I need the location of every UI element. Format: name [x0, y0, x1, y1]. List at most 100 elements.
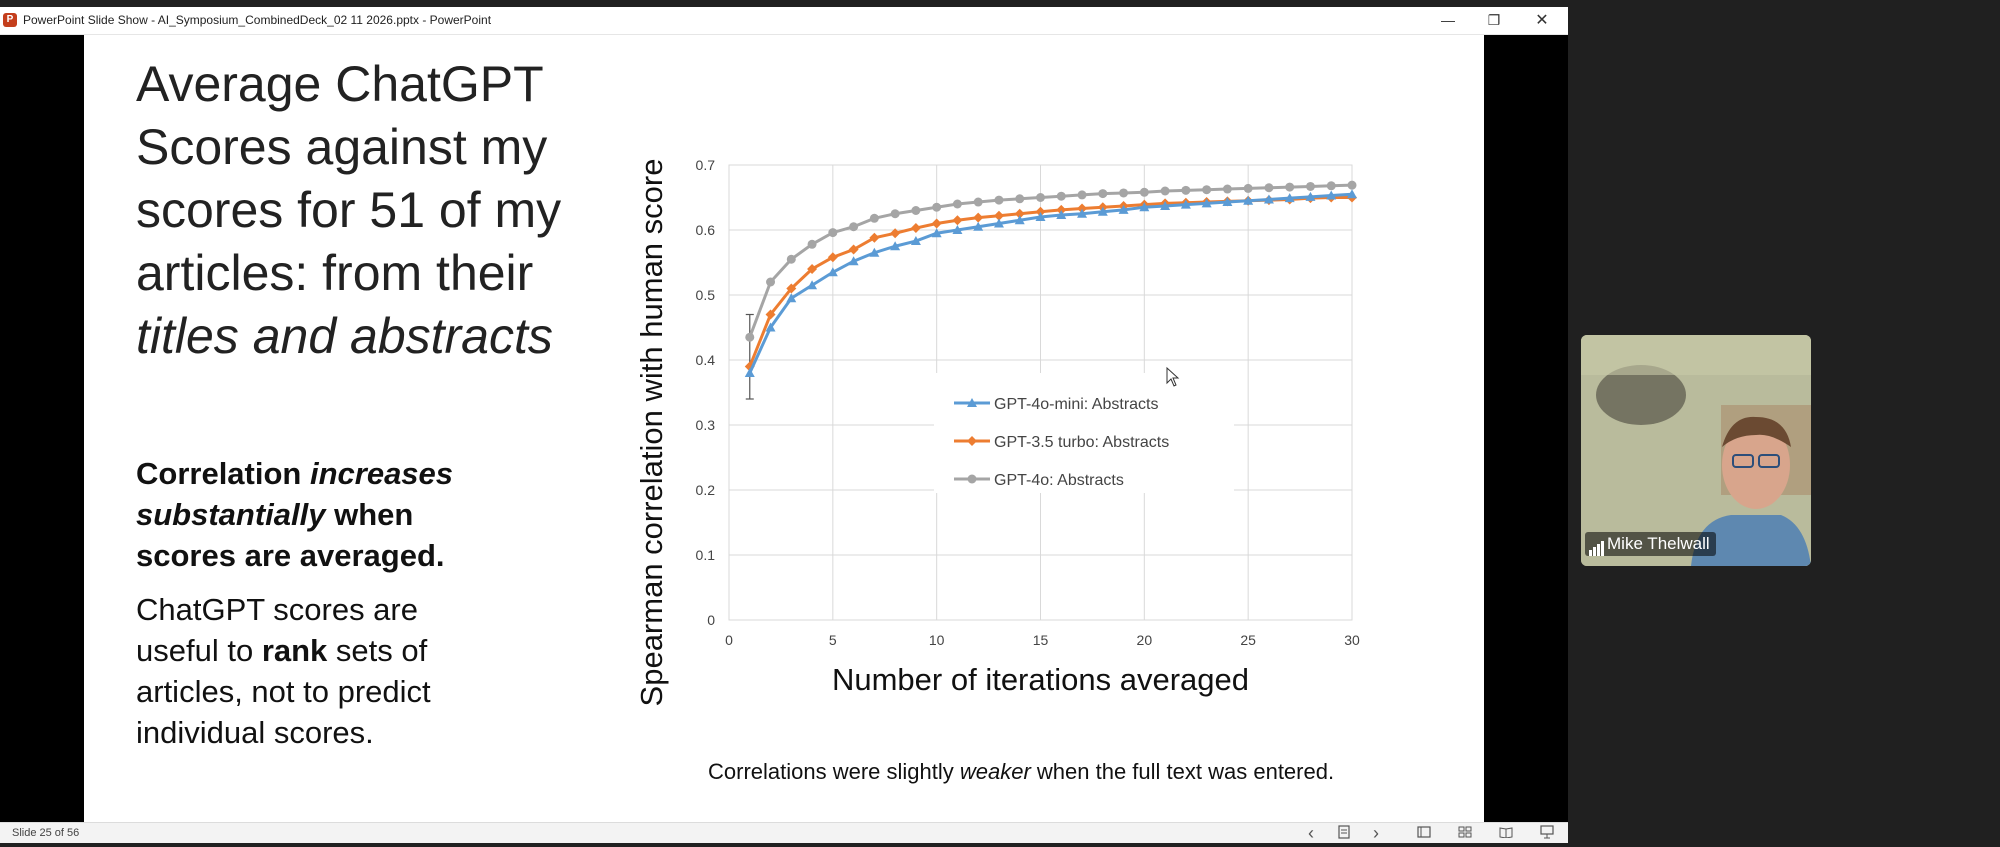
data-point: [1036, 193, 1045, 202]
legend-marker: [967, 436, 977, 446]
ranking-note: ChatGPT scores are useful to rank sets o…: [136, 592, 431, 750]
data-point: [1056, 204, 1067, 215]
data-point: [807, 239, 817, 249]
y-tick-label: 0.2: [696, 482, 716, 498]
x-tick-label: 15: [1033, 632, 1049, 648]
normal-view-icon[interactable]: [1415, 825, 1433, 841]
legend-label: GPT-4o: Abstracts: [994, 472, 1124, 489]
data-point: [973, 221, 984, 231]
data-point: [786, 254, 796, 264]
participant-name: Mike Thelwall: [1607, 534, 1710, 553]
line-chart: 0 0.1 0.2 0.3 0.4 0.5 0.6 0.7 0 5 10 15 20 25 30 Number…: [634, 157, 1360, 707]
data-point: [766, 277, 776, 287]
minimize-button[interactable]: —: [1441, 12, 1455, 28]
next-slide-icon[interactable]: ›: [1373, 823, 1379, 843]
data-point: [910, 223, 921, 234]
data-point: [1015, 194, 1025, 204]
data-point: [869, 247, 880, 257]
y-axis-title: Spearman correlation with human score: [634, 159, 669, 707]
data-point: [1305, 181, 1315, 191]
data-point: [890, 241, 901, 251]
data-point: [911, 206, 921, 215]
data-point: [1263, 194, 1274, 204]
data-point: [973, 197, 983, 207]
data-point: [1347, 189, 1357, 199]
data-point: [1097, 206, 1108, 216]
slideshow-view-icon[interactable]: [1538, 825, 1556, 841]
y-tick-label: 0.4: [696, 352, 716, 368]
data-point: [1180, 199, 1191, 209]
legend-marker: [967, 398, 977, 407]
data-point: [952, 215, 963, 226]
data-point: [1243, 183, 1253, 193]
mouse-cursor-icon: [1166, 366, 1180, 387]
powerpoint-logo-icon: P: [3, 13, 17, 27]
data-point: [1326, 181, 1336, 191]
data-point: [1077, 208, 1088, 218]
data-point: [931, 218, 942, 229]
data-point: [1264, 183, 1274, 193]
legend-label: GPT-3.5 turbo: Abstracts: [994, 434, 1169, 451]
legend-label: GPT-4o-mini: Abstracts: [994, 396, 1159, 413]
x-axis-title: Number of iterations averaged: [832, 662, 1249, 697]
data-point: [848, 256, 859, 266]
y-tick-label: 0.1: [696, 547, 716, 563]
participant-video[interactable]: Mike Thelwall: [1581, 335, 1811, 566]
data-point: [1035, 206, 1046, 217]
slide[interactable]: Average ChatGPT Scores against my scores…: [84, 35, 1484, 822]
reading-view-icon[interactable]: [1497, 825, 1515, 841]
legend-marker: [967, 474, 977, 484]
data-point: [1285, 182, 1295, 192]
slideshow-stage: Average ChatGPT Scores against my scores…: [0, 35, 1568, 822]
data-point: [910, 236, 921, 246]
full-text-note: Correlations were slightly weaker when t…: [708, 759, 1335, 784]
data-point: [849, 222, 859, 232]
close-button[interactable]: ✕: [1535, 12, 1549, 29]
data-point: [848, 244, 859, 255]
data-point: [1284, 193, 1295, 203]
data-point: [994, 195, 1004, 205]
x-tick-label: 10: [929, 632, 945, 648]
data-point: [1222, 184, 1232, 194]
data-point: [1347, 180, 1357, 190]
slide-menu-icon[interactable]: [1335, 825, 1353, 841]
data-point: [828, 228, 838, 238]
x-tick-label: 25: [1240, 632, 1256, 648]
previous-slide-icon[interactable]: ‹: [1308, 823, 1314, 843]
data-point: [973, 212, 984, 223]
data-point: [1139, 187, 1149, 197]
data-point: [890, 228, 901, 239]
data-point: [1139, 202, 1150, 212]
data-point: [1222, 197, 1233, 207]
data-point: [1056, 191, 1066, 201]
x-tick-label: 0: [725, 632, 733, 648]
y-tick-label: 0.7: [696, 157, 716, 173]
y-tick-label: 0: [707, 612, 715, 628]
data-point: [952, 199, 962, 209]
data-point: [1035, 212, 1046, 221]
data-point: [1014, 208, 1025, 219]
data-point: [1056, 210, 1067, 220]
data-point: [993, 218, 1004, 228]
participant-name-tag: Mike Thelwall: [1585, 532, 1716, 556]
slide-sorter-icon[interactable]: [1456, 825, 1474, 841]
x-tick-label: 20: [1137, 632, 1153, 648]
data-point: [807, 264, 818, 274]
data-point: [1077, 203, 1088, 214]
restore-button[interactable]: ❐: [1487, 12, 1501, 28]
powerpoint-window: P PowerPoint Slide Show - AI_Symposium_C…: [0, 7, 1568, 843]
data-point: [745, 332, 755, 342]
status-bar: Slide 25 of 56 ‹ ›: [0, 822, 1568, 843]
x-tick-label: 30: [1344, 632, 1360, 648]
data-point: [1202, 185, 1212, 195]
data-point: [1326, 190, 1337, 200]
data-point: [827, 267, 838, 277]
data-point: [1119, 188, 1129, 198]
x-tick-label: 5: [829, 632, 837, 648]
data-point: [765, 322, 776, 332]
y-tick-label: 0.3: [696, 417, 716, 433]
window-title: PowerPoint Slide Show - AI_Symposium_Com…: [23, 13, 492, 27]
data-point: [744, 368, 755, 377]
data-point: [1160, 200, 1171, 210]
title-bar: P PowerPoint Slide Show - AI_Symposium_C…: [0, 7, 1568, 35]
